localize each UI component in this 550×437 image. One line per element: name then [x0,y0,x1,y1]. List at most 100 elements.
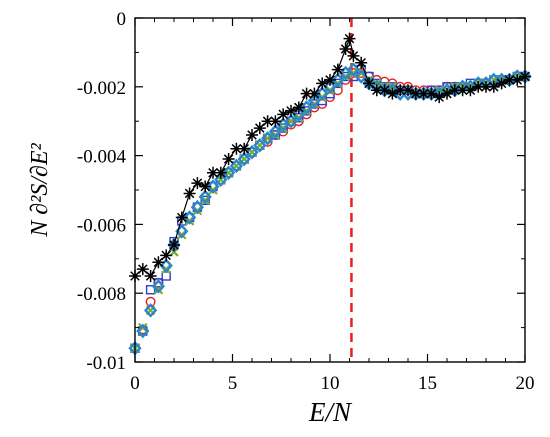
data-point-cross [161,264,171,274]
x-tick-label: 5 [228,373,238,394]
data-point-cross [208,185,218,195]
data-point-diamond [346,62,361,77]
series-asterisk [129,32,531,282]
data-point-cross [153,284,164,295]
data-point-diamond [206,179,220,194]
data-point-asterisk [238,142,251,155]
axis-ticks: 0 5 10 15 20 0 -0.002 -0.004 -0.006 -0.008 -0.01 [77,9,535,394]
data-point-asterisk [269,115,282,128]
data-point-diamond [354,69,368,84]
x-axis-label: E/N [308,397,353,427]
data-point-asterisk [277,108,290,121]
data-point-asterisk [487,80,500,93]
data-point-diamond [245,144,259,160]
data-point-asterisk [308,87,321,100]
chart-marks [128,18,532,362]
data-point-asterisk [503,73,516,86]
data-point-asterisk [230,142,243,155]
data-point-asterisk [300,87,313,100]
data-point-asterisk [448,84,461,97]
data-point-diamond [214,172,228,187]
data-point-diamond [198,189,212,205]
data-point-asterisk [343,32,356,45]
data-point-diamond [182,210,197,225]
data-point-asterisk [402,84,414,97]
data-point-diamond [315,86,329,101]
data-point-diamond [292,107,306,122]
data-point-asterisk [253,122,266,135]
data-point-diamond [268,124,283,139]
y-tick-label: 0 [117,9,127,30]
data-point-asterisk [168,239,180,252]
y-axis-label: N ∂²S/∂E² [27,142,53,237]
data-point-diamond [331,72,345,88]
data-point-asterisk [144,270,157,282]
data-point-asterisk [409,87,422,100]
data-point-asterisk [246,128,258,141]
data-point-cross [192,205,203,216]
data-point-diamond [260,131,275,146]
data-point-square [200,195,210,206]
x-tick-label: 15 [418,373,437,394]
data-point-asterisk [175,211,188,224]
data-point-diamond [151,279,166,294]
x-tick-label: 0 [130,373,140,394]
data-point-asterisk [324,73,336,86]
data-point-cross [184,216,195,226]
series-diamond [128,62,532,356]
y-tick-label: -0.004 [77,147,127,168]
data-point-asterisk [191,177,204,190]
data-point-cross [177,229,187,240]
data-point-diamond [159,258,173,273]
data-point-diamond [253,137,267,153]
data-point-asterisk [207,166,219,179]
data-point-diamond [323,79,337,95]
data-point-asterisk [472,80,485,93]
data-point-asterisk [292,101,305,114]
data-point-diamond [136,323,150,339]
data-point-diamond [143,303,158,318]
series-circle [129,68,531,354]
data-point-asterisk [417,87,430,100]
data-point-diamond [221,165,236,181]
data-point-asterisk [433,91,446,104]
y-tick-label: -0.01 [86,353,126,374]
data-point-asterisk [355,56,368,69]
data-point-diamond [307,93,322,108]
y-tick-label: -0.008 [77,284,126,305]
data-point-diamond [190,199,205,215]
data-point-asterisk [214,166,227,179]
data-point-cross [138,322,148,333]
data-point-asterisk [386,87,399,100]
x-tick-label: 20 [516,373,535,394]
data-point-asterisk [183,187,196,200]
data-point-diamond [237,151,251,167]
data-point-square [278,123,288,133]
data-point-asterisk [347,49,360,62]
data-point-asterisk [394,84,407,97]
data-point-asterisk [480,80,492,93]
data-point-asterisk [331,63,344,76]
data-point-diamond [284,113,298,129]
series-cross [130,68,530,354]
data-point-diamond [299,100,314,115]
series-square [130,64,530,353]
data-point-asterisk [456,84,469,97]
data-point-asterisk [464,84,477,97]
x-tick-label: 10 [321,373,340,394]
y-tick-label: -0.006 [77,215,126,236]
data-point-asterisk [370,84,383,97]
y-tick-label: -0.002 [77,78,126,99]
data-point-asterisk [495,77,508,90]
data-point-asterisk [339,42,352,55]
data-point-square [145,285,156,295]
data-point-asterisk [285,104,297,117]
data-point-square [153,278,164,288]
data-point-asterisk [222,153,235,166]
data-point-asterisk [425,87,438,100]
data-point-asterisk [441,87,453,100]
data-point-asterisk [261,115,274,128]
data-point-cross [372,78,382,89]
data-point-cross [200,195,210,206]
